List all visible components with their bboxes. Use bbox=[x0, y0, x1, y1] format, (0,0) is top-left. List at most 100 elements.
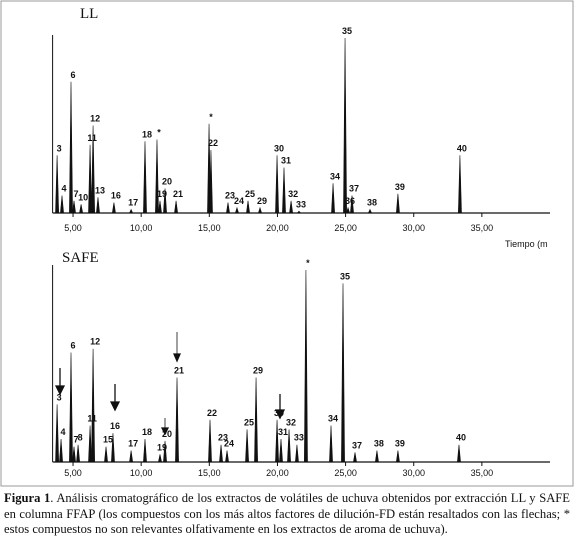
peak-label: 10 bbox=[78, 192, 88, 202]
peak-label: 37 bbox=[352, 440, 362, 450]
peak bbox=[88, 425, 92, 463]
peak-label: 22 bbox=[207, 408, 217, 418]
x-tick-label: 35,00 bbox=[471, 468, 494, 478]
peak bbox=[55, 404, 60, 463]
peak bbox=[69, 352, 73, 463]
peak-label: 31 bbox=[278, 427, 288, 437]
x-tick-label: 30,00 bbox=[402, 468, 425, 478]
peak-label: 16 bbox=[111, 191, 121, 201]
peak bbox=[72, 446, 76, 463]
peak-label: 30 bbox=[274, 408, 284, 418]
peak-label: 11 bbox=[87, 133, 97, 143]
peak-label: 32 bbox=[288, 189, 298, 199]
peak-label: 25 bbox=[245, 189, 255, 199]
peak-label: 12 bbox=[90, 114, 100, 124]
peak-label: 24 bbox=[224, 438, 234, 448]
peak bbox=[219, 444, 223, 463]
peak-label: 19 bbox=[157, 442, 167, 452]
peak bbox=[287, 429, 291, 463]
peak bbox=[282, 167, 286, 214]
peak bbox=[258, 206, 263, 214]
peak-label: 20 bbox=[162, 429, 172, 439]
peak-label: 23 bbox=[225, 191, 235, 201]
peak-label: 33 bbox=[294, 433, 304, 443]
peak bbox=[158, 454, 162, 463]
peak bbox=[175, 377, 179, 463]
peak bbox=[395, 193, 400, 214]
peak bbox=[289, 200, 294, 214]
peak bbox=[458, 155, 462, 214]
peak-label: 29 bbox=[253, 366, 263, 376]
peak-label: 18 bbox=[142, 427, 152, 437]
peak bbox=[163, 188, 167, 214]
peak-label: 6 bbox=[70, 70, 75, 80]
peak bbox=[104, 446, 108, 463]
peak bbox=[55, 155, 60, 214]
peak bbox=[295, 444, 299, 463]
peak-label: 38 bbox=[367, 198, 377, 208]
x-tick-label: 25,00 bbox=[334, 223, 357, 233]
peak bbox=[72, 200, 76, 214]
peak-label: 35 bbox=[342, 26, 352, 36]
peak bbox=[76, 444, 81, 463]
peak bbox=[331, 183, 335, 214]
peak bbox=[69, 81, 73, 214]
peak-label: 33 bbox=[296, 199, 306, 209]
peak-label: 8 bbox=[78, 433, 83, 443]
x-tick-label: 15,00 bbox=[198, 223, 221, 233]
peak-label: 22 bbox=[208, 138, 218, 148]
peak-label: * bbox=[306, 258, 310, 268]
peak bbox=[208, 419, 212, 463]
peak-label: 23 bbox=[218, 433, 228, 443]
peak-label: 29 bbox=[257, 196, 267, 206]
peak-label: * bbox=[209, 112, 213, 122]
peak-label: 7 bbox=[73, 435, 78, 445]
peak-label: 38 bbox=[374, 438, 384, 448]
x-tick-label: 5,00 bbox=[64, 223, 82, 233]
peak bbox=[91, 348, 95, 463]
peak bbox=[350, 195, 354, 214]
peak-label: 17 bbox=[128, 198, 138, 208]
peak-label: 3 bbox=[57, 392, 62, 402]
x-tick-label: 30,00 bbox=[402, 223, 425, 233]
peak-label: 17 bbox=[128, 438, 138, 448]
figure-caption: Figura 1. Análisis cromatográfico de los… bbox=[4, 491, 570, 538]
peak-label: 21 bbox=[173, 189, 183, 199]
peak-label: 39 bbox=[395, 182, 405, 192]
peak bbox=[129, 208, 134, 214]
peak bbox=[343, 37, 347, 214]
peak-label: 25 bbox=[244, 417, 254, 427]
peak bbox=[457, 444, 461, 463]
peak bbox=[143, 438, 147, 463]
peak-label: 19 bbox=[157, 189, 167, 199]
chart-title: SAFE bbox=[62, 250, 99, 266]
caption-text: . Análisis cromatográfico de los extract… bbox=[4, 491, 570, 536]
peak bbox=[353, 452, 357, 463]
peak bbox=[329, 425, 333, 463]
peak bbox=[246, 200, 250, 214]
peak-label: 6 bbox=[70, 341, 75, 351]
peak bbox=[395, 450, 400, 463]
peak bbox=[209, 149, 213, 214]
peak bbox=[296, 210, 302, 214]
peak bbox=[59, 438, 63, 463]
peak-label: 32 bbox=[286, 417, 296, 427]
peak-label: 13 bbox=[95, 185, 105, 195]
x-tick-label: 15,00 bbox=[198, 468, 221, 478]
peak-label: 34 bbox=[328, 414, 338, 424]
peak-label: 40 bbox=[456, 433, 466, 443]
peak bbox=[174, 200, 179, 214]
peak-label: 24 bbox=[234, 196, 244, 206]
peak bbox=[367, 208, 373, 214]
peak bbox=[158, 200, 162, 214]
peak bbox=[88, 144, 92, 214]
peak bbox=[111, 433, 115, 463]
peak bbox=[234, 206, 239, 214]
x-tick-label: 25,00 bbox=[334, 468, 357, 478]
peak-label: 15 bbox=[103, 435, 113, 445]
peak bbox=[279, 438, 283, 463]
peak bbox=[111, 202, 116, 214]
peak bbox=[129, 450, 134, 463]
peak-label: 40 bbox=[457, 143, 467, 153]
peak bbox=[163, 440, 167, 463]
